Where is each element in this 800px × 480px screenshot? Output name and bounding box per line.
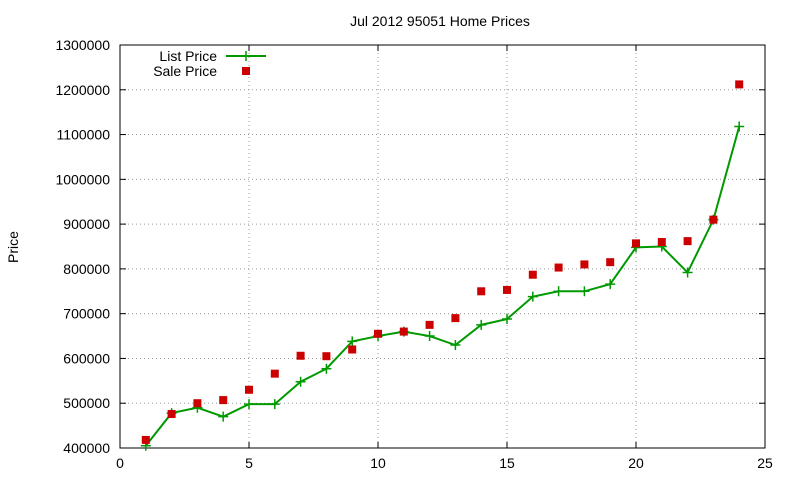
y-tick-label: 700000 (63, 306, 110, 322)
series (140, 80, 745, 451)
sale-price-point (219, 396, 228, 405)
legend-marker-list-price (241, 51, 251, 61)
legend-marker-sale-price (242, 67, 250, 75)
list-price-point (502, 314, 512, 325)
plot-frame (119, 44, 766, 449)
y-tick-label: 1000000 (55, 171, 110, 187)
legend: List Price Sale Price (153, 48, 266, 79)
y-tick-label: 400000 (63, 440, 110, 456)
list-price-point (682, 267, 693, 278)
sale-price-point (322, 352, 331, 361)
sale-price-point (270, 369, 279, 378)
sale-price-point (580, 260, 589, 269)
list-price-point (734, 121, 745, 132)
list-price-point (347, 336, 358, 347)
sale-price-point (451, 314, 460, 323)
x-tick-label: 20 (628, 455, 644, 471)
list-price-point (579, 286, 590, 297)
axis-ticks (119, 44, 766, 449)
sale-price-point (606, 258, 615, 267)
list-price-point (605, 279, 616, 290)
y-tick-label: 500000 (63, 395, 110, 411)
legend-label-list-price: List Price (159, 48, 217, 64)
chart-title: Jul 2012 95051 Home Prices (350, 13, 530, 29)
sale-price-point (709, 215, 718, 224)
sale-price-point (683, 237, 692, 246)
y-tick-label: 1200000 (55, 82, 110, 98)
sale-price-point (503, 285, 511, 294)
grid (120, 45, 765, 448)
list-price-point (295, 376, 306, 387)
y-tick-label: 800000 (63, 261, 110, 277)
sale-price-point (735, 80, 744, 89)
x-tick-label: 0 (116, 455, 124, 471)
sale-price-point (477, 287, 486, 296)
x-tick-label: 10 (370, 455, 386, 471)
sale-price-point (296, 351, 305, 360)
y-tick-label: 600000 (63, 350, 110, 366)
sale-price-point (167, 409, 176, 418)
list-price-line (145, 126, 741, 447)
list-price-point (527, 291, 538, 302)
sale-price-point (554, 263, 563, 272)
sale-price-point (657, 238, 666, 247)
x-tick-label: 5 (245, 455, 253, 471)
legend-label-sale-price: Sale Price (153, 63, 217, 79)
list-price-point (218, 411, 229, 422)
y-tick-labels: 400000 500000 600000 700000 800000 900000 1000… (55, 37, 110, 456)
list-price-point (244, 399, 254, 410)
list-price-point (269, 399, 280, 410)
list-price-point (450, 340, 461, 351)
y-axis-label: Price (5, 231, 21, 263)
x-tick-labels: 0 5 10 15 20 25 (116, 455, 773, 471)
sale-price-point (141, 435, 150, 444)
sale-price-point (245, 385, 253, 394)
list-price-point (424, 331, 435, 342)
sale-price-point (399, 327, 408, 336)
list-price-point (553, 286, 564, 297)
x-tick-label: 15 (499, 455, 515, 471)
y-tick-label: 1300000 (55, 37, 110, 53)
list-price-point (476, 319, 487, 330)
sale-price-point (193, 399, 202, 408)
x-tick-label: 25 (757, 455, 773, 471)
sale-price-point (528, 270, 537, 279)
list-price-point (321, 363, 332, 374)
sale-price-point (632, 239, 640, 248)
y-tick-label: 900000 (63, 216, 110, 232)
sale-price-point (374, 329, 382, 338)
sale-price-point (425, 320, 434, 329)
sale-price-point (348, 345, 357, 354)
y-tick-label: 1100000 (57, 127, 111, 143)
